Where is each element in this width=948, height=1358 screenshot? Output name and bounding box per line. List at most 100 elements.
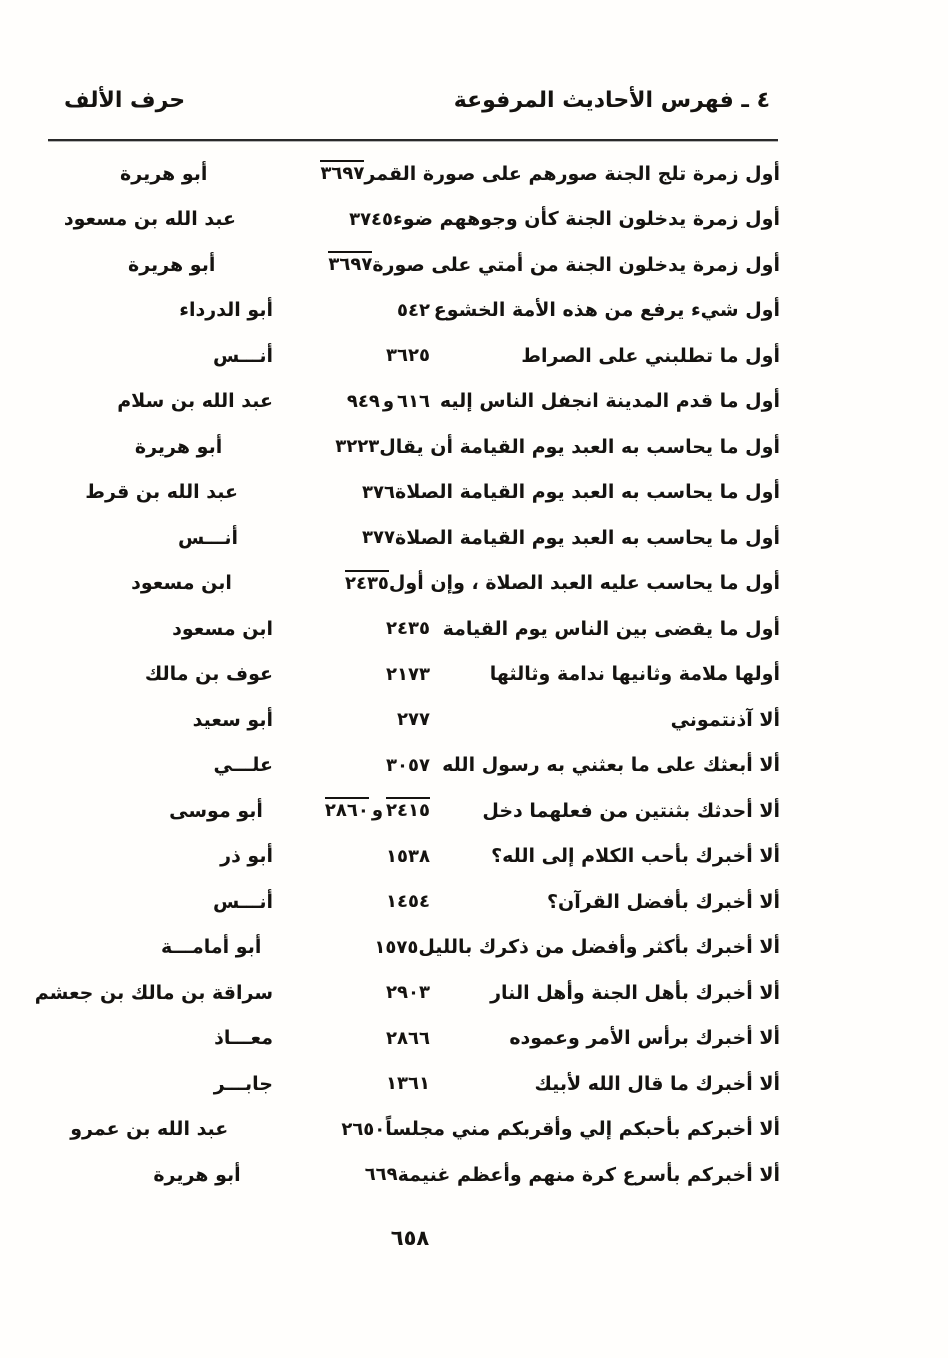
index-row: أول ما يحاسب به العبد يوم القيامة الصلاة… bbox=[0, 470, 948, 516]
narrator-name: أبو هريرة bbox=[134, 435, 223, 458]
hadith-number-value: ٣٧٤٥ bbox=[349, 208, 394, 230]
narrator-name: أبو أمامـــة bbox=[160, 936, 262, 959]
hadith-text: ألا أخبرك بأحب الكلام إلى الله؟ bbox=[491, 845, 780, 868]
page-header: ٤ ـ فهرس الأحاديث المرفوعة حرف الألف bbox=[0, 0, 948, 113]
hadith-number-value: ١٥٣٨ bbox=[386, 845, 430, 867]
narrator-name: عبد الله بن عمرو bbox=[70, 1118, 229, 1141]
hadith-number-overlined: ٢٨٦٠ bbox=[324, 797, 369, 822]
hadith-number-overlined: ٣٦٩٧ bbox=[320, 160, 365, 185]
narrator-name: جابـــر bbox=[213, 1072, 273, 1095]
narrator-name: أبو هريرة bbox=[120, 162, 208, 185]
hadith-text: أول زمرة تلج الجنة صورهم على صورة القمر bbox=[364, 162, 780, 185]
narrator-name: أبو ذر bbox=[220, 845, 273, 868]
hadith-number-value: ٢٦٥٠ bbox=[341, 1118, 386, 1140]
hadith-number: ١٥٧٥ bbox=[323, 937, 418, 958]
hadith-number: ١٣٦١ bbox=[335, 1073, 430, 1094]
hadith-number: ٢٤١٥و٢٨٦٠ bbox=[324, 797, 430, 822]
index-row: أول ما يقضى بين الناس يوم القيامة ٢٤٣٥ ابن… bbox=[0, 606, 948, 652]
section-letter-label: حرف الألف bbox=[64, 88, 186, 113]
index-row: أول زمرة يدخلون الجنة كأن وجوههم ضوء ٣٧٤٥… bbox=[0, 197, 948, 243]
hadith-number-value: ٦١٦ bbox=[397, 390, 430, 412]
hadith-number-value: ٢٧٧ bbox=[397, 709, 430, 731]
hadith-number-value: ٢٤٣٥ bbox=[386, 618, 430, 640]
index-row: ألا أحدثك بثنتين من فعلهما دخل ٢٤١٥و٢٨٦٠ أ… bbox=[0, 788, 948, 834]
index-row: أول ما يحاسب عليه العبد الصلاة ، وإن أول… bbox=[0, 561, 948, 607]
hadith-number-value: ٩٤٩ bbox=[346, 390, 380, 412]
hadith-number: ٣٦٩٧ bbox=[269, 160, 365, 185]
hadith-number: ٢٩٠٣ bbox=[335, 982, 430, 1003]
hadith-number: ٢٤٣٥ bbox=[335, 618, 430, 639]
hadith-number-value: ٢٩٠٣ bbox=[386, 982, 430, 1004]
hadith-number: ٣٢٢٣ bbox=[284, 436, 379, 457]
hadith-text: ألا أخبرك برأس الأمر وعموده bbox=[509, 1027, 780, 1050]
index-row: ألا أخبرك ما قال الله لأبيك ١٣٦١ جابـــر bbox=[0, 1061, 948, 1107]
hadith-number-overlined: ٢٤٣٥ bbox=[344, 569, 389, 594]
index-row: ألا أخبرك بأهل الجنة وأهل النار ٢٩٠٣ سراقة… bbox=[0, 970, 948, 1016]
hadith-number-value: ٢٨٦٦ bbox=[386, 1027, 430, 1049]
hadith-number-value: ٣٧٦ bbox=[362, 481, 395, 503]
index-row: ألا أبعثك على ما بعثني به رسول الله ٣٠٥٧ ع… bbox=[0, 743, 948, 789]
index-row: ألا أخبرك بأفضل القرآن؟ ١٤٥٤ أنـــس bbox=[0, 879, 948, 925]
hadith-text: أولها ملامة وثانيها ندامة وثالثها bbox=[489, 663, 780, 686]
hadith-text: أول ما يحاسب به العبد يوم القيامة الصلاة bbox=[394, 526, 780, 549]
hadith-text: ألا أخبرك بأهل الجنة وأهل النار bbox=[490, 981, 780, 1004]
hadith-number: ٣٧٤٥ bbox=[298, 209, 393, 230]
index-row: أول شيء يرفع من هذه الأمة الخشوع ٥٤٢ أبو ا… bbox=[0, 288, 948, 334]
hadith-number-overlined: ٢٤١٥ bbox=[386, 797, 430, 822]
index-row: ألا أخبرك بأحب الكلام إلى الله؟ ١٥٣٨ أبو ذ… bbox=[0, 834, 948, 880]
hadith-number: ٢٧٧ bbox=[335, 709, 430, 730]
index-row: أول زمرة تلج الجنة صورهم على صورة القمر ٣… bbox=[0, 151, 948, 197]
narrator-name: ابن مسعود bbox=[172, 617, 273, 640]
hadith-text: ألا أحدثك بثنتين من فعلهما دخل bbox=[482, 799, 780, 822]
hadith-text: ألا أخبرك بأفضل القرآن؟ bbox=[547, 890, 780, 913]
hadith-number: ١٥٣٨ bbox=[335, 846, 430, 867]
narrator-name: علـــي bbox=[213, 754, 273, 777]
hadith-text: أول ما يحاسب عليه العبد الصلاة ، وإن أول bbox=[388, 572, 780, 595]
page-number: ٦٥٨ bbox=[390, 1225, 430, 1250]
hadith-text: ألا أخبركم بأسرع كرة منهم وأعظم غنيمة bbox=[397, 1163, 780, 1186]
narrator-name: أبو هريرة bbox=[153, 1163, 241, 1186]
narrator-name: عبد الله بن مسعود bbox=[63, 208, 237, 231]
hadith-number: ٣٦٢٥ bbox=[335, 345, 430, 366]
hadith-number-value: ١٤٥٤ bbox=[386, 891, 430, 913]
index-row: ألا أخبركم بأسرع كرة منهم وأعظم غنيمة ٦٦٩… bbox=[0, 1152, 948, 1198]
index-row: أول ما يحاسب به العبد يوم القيامة أن يقا… bbox=[0, 424, 948, 470]
narrator-name: أبو الدرداء bbox=[179, 299, 273, 322]
hadith-text: أول ما يقضى بين الناس يوم القيامة bbox=[442, 617, 780, 640]
narrator-name: عبد الله بن قرط bbox=[85, 481, 238, 504]
number-separator: و bbox=[371, 800, 384, 822]
hadith-number-value: ١٥٧٥ bbox=[374, 936, 419, 958]
narrator-name: أنـــس bbox=[213, 344, 273, 367]
hadith-index-list: أول زمرة تلج الجنة صورهم على صورة القمر ٣… bbox=[0, 151, 948, 1198]
hadith-number-value: ٣٢٢٣ bbox=[335, 436, 380, 458]
hadith-number: ٦٦٩ bbox=[303, 1164, 398, 1185]
hadith-number-overlined: ٣٦٩٧ bbox=[328, 251, 373, 276]
narrator-name: ابن مسعود bbox=[131, 572, 232, 595]
hadith-number: ٢١٧٣ bbox=[335, 664, 430, 685]
index-row: أول ما قدم المدينة انجفل الناس إليه ٦١٦و٩… bbox=[0, 379, 948, 425]
hadith-number: ٣٧٦ bbox=[300, 482, 395, 503]
hadith-text: أول شيء يرفع من هذه الأمة الخشوع bbox=[433, 299, 780, 322]
hadith-number-value: ٥٤٢ bbox=[397, 299, 430, 321]
hadith-number: ٢٨٦٦ bbox=[335, 1028, 430, 1049]
hadith-text: أول ما يحاسب به العبد يوم القيامة الصلاة bbox=[394, 481, 780, 504]
hadith-number: ٥٤٢ bbox=[335, 300, 430, 321]
hadith-number-value: ٦٦٩ bbox=[364, 1164, 398, 1186]
index-row: أول ما يحاسب به العبد يوم القيامة الصلاة… bbox=[0, 515, 948, 561]
hadith-number-value: ٣٠٥٧ bbox=[386, 754, 430, 776]
hadith-text: أول ما قدم المدينة انجفل الناس إليه bbox=[439, 390, 780, 413]
hadith-text: أول زمرة يدخلون الجنة كأن وجوههم ضوء bbox=[393, 208, 780, 231]
index-row: أولها ملامة وثانيها ندامة وثالثها ٢١٧٣ عوف… bbox=[0, 652, 948, 698]
hadith-number: ٢٦٥٠ bbox=[290, 1119, 385, 1140]
hadith-text: ألا أبعثك على ما بعثني به رسول الله bbox=[442, 754, 780, 777]
hadith-number-value: ٣٦٢٥ bbox=[386, 345, 430, 367]
hadith-number: ٣٧٧ bbox=[300, 527, 395, 548]
hadith-text: أول زمرة يدخلون الجنة من أمتي على صورة bbox=[372, 253, 780, 276]
number-separator: و bbox=[382, 390, 395, 412]
hadith-text: ألا أخبركم بأحبكم إلي وأقربكم مني مجلساً bbox=[385, 1118, 780, 1141]
hadith-number: ٣٠٥٧ bbox=[335, 755, 430, 776]
hadith-text: أول ما يحاسب به العبد يوم القيامة أن يقا… bbox=[379, 435, 780, 458]
page-title: ٤ ـ فهرس الأحاديث المرفوعة bbox=[453, 88, 770, 113]
narrator-name: أبو هريرة bbox=[128, 253, 216, 276]
